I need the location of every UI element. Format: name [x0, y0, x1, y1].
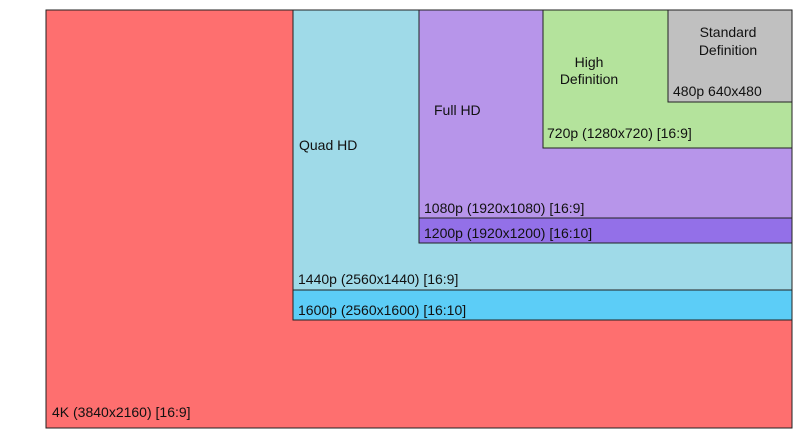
- label: Definition: [560, 71, 618, 87]
- label: 720p (1280x720) [16:9]: [547, 125, 692, 141]
- label: Definition: [699, 42, 757, 58]
- label: 480p 640x480: [673, 83, 762, 99]
- label: High: [575, 54, 604, 70]
- region-480p: [667, 9, 793, 103]
- label: 4K (3840x2160) [16:9]: [52, 404, 191, 420]
- label: 1600p (2560x1600) [16:10]: [298, 302, 466, 318]
- label: Full HD: [434, 102, 481, 118]
- label: Quad HD: [299, 137, 357, 153]
- label: Standard: [700, 24, 757, 40]
- label: 1080p (1920x1080) [16:9]: [424, 200, 584, 216]
- label: 1440p (2560x1440) [16:9]: [298, 271, 458, 287]
- label: 1200p (1920x1200) [16:10]: [424, 225, 592, 241]
